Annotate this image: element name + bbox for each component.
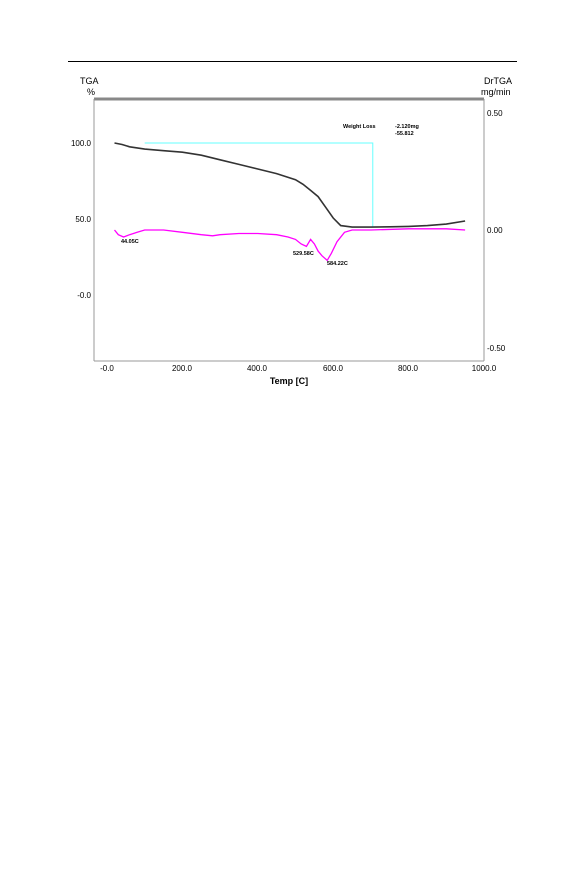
page-top-rule — [68, 61, 517, 62]
x-tick-label: 600.0 — [323, 364, 344, 373]
peak-label-1: 44.05C — [121, 239, 139, 245]
drtga-curve — [113, 228, 466, 262]
right-tick-label: -0.50 — [487, 344, 506, 353]
tga-curve — [114, 142, 466, 228]
x-tick-label: 400.0 — [247, 364, 268, 373]
weight-loss-mg: -2.120mg — [395, 124, 419, 130]
weight-loss-pct: -55.812 — [395, 131, 414, 137]
peak-label-3: 584.22C — [327, 261, 348, 267]
left-axis-title: TGA — [80, 76, 99, 86]
weight-loss-step-marker — [144, 142, 374, 228]
right-tick-label: 0.00 — [487, 226, 503, 235]
x-tick-label: 1000.0 — [472, 364, 497, 373]
left-tick-label: 100.0 — [71, 139, 92, 148]
right-tick-label: 0.50 — [487, 109, 503, 118]
left-tick-label: 50.0 — [75, 215, 91, 224]
peak-label-2: 529.58C — [293, 251, 314, 257]
x-tick-label: -0.0 — [100, 364, 114, 373]
x-tick-label: 200.0 — [172, 364, 193, 373]
right-axis-title: DrTGA — [484, 76, 512, 86]
left-tick-label: -0.0 — [77, 291, 91, 300]
x-axis-title: Temp [C] — [270, 376, 308, 386]
right-axis-unit: mg/min — [481, 87, 511, 97]
left-axis-unit: % — [87, 87, 95, 97]
x-tick-label: 800.0 — [398, 364, 419, 373]
weight-loss-label: Weight Loss — [343, 124, 376, 130]
